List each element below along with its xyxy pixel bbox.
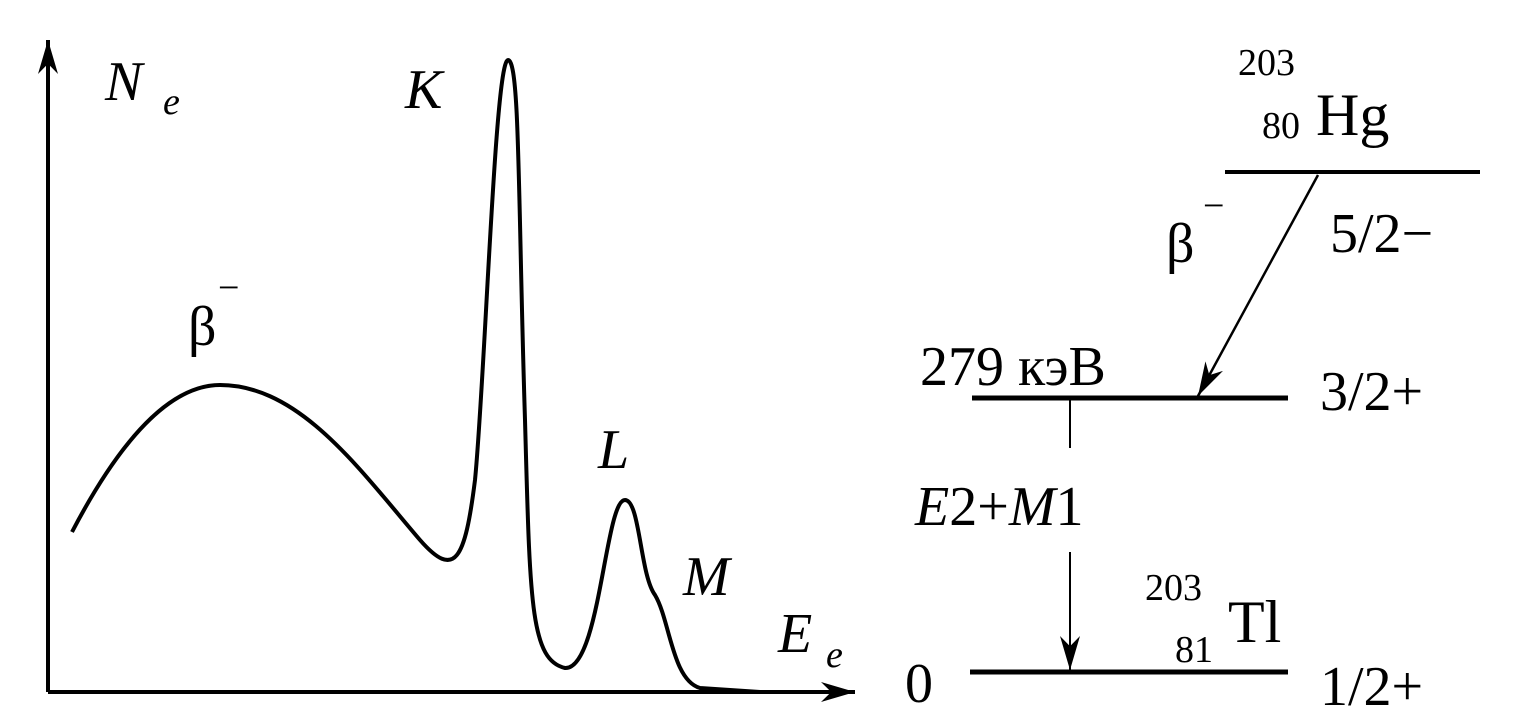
k-peak-label: K <box>404 59 445 121</box>
x-axis-symbol: E <box>777 603 812 665</box>
decay-superscript: − <box>1203 185 1224 227</box>
transition-part: E <box>914 476 949 538</box>
excited-spin: 3/2+ <box>1320 361 1423 423</box>
parent-mass: 203 <box>1238 42 1295 84</box>
spectrum-curve <box>70 57 761 694</box>
parent-symbol: Hg <box>1316 82 1389 148</box>
parent-atomic: 80 <box>1262 105 1300 147</box>
daughter-symbol: Tl <box>1228 589 1281 655</box>
transition-part: 2+ <box>949 476 1009 538</box>
excited-energy: 279 кэВ <box>920 336 1106 398</box>
beta-superscript: − <box>218 267 239 309</box>
beta-label: β <box>188 296 217 358</box>
transition-part: M <box>1008 476 1059 538</box>
y-axis-symbol: N <box>104 51 145 113</box>
m-peak-label: M <box>682 546 733 608</box>
y-axis-subscript: e <box>163 81 180 123</box>
daughter-mass: 203 <box>1145 567 1202 609</box>
transition-label: E2+M1 <box>914 476 1083 538</box>
beta-arrow <box>1196 174 1320 397</box>
ground-energy: 0 <box>905 653 933 715</box>
decay-symbol: β <box>1166 213 1195 275</box>
x-axis-subscript: e <box>826 634 843 676</box>
daughter-atomic: 81 <box>1175 629 1213 671</box>
ground-spin: 1/2+ <box>1320 656 1423 718</box>
l-peak-label: L <box>597 419 629 481</box>
parent-spin: 5/2− <box>1330 203 1433 265</box>
transition-part: 1 <box>1055 476 1083 538</box>
